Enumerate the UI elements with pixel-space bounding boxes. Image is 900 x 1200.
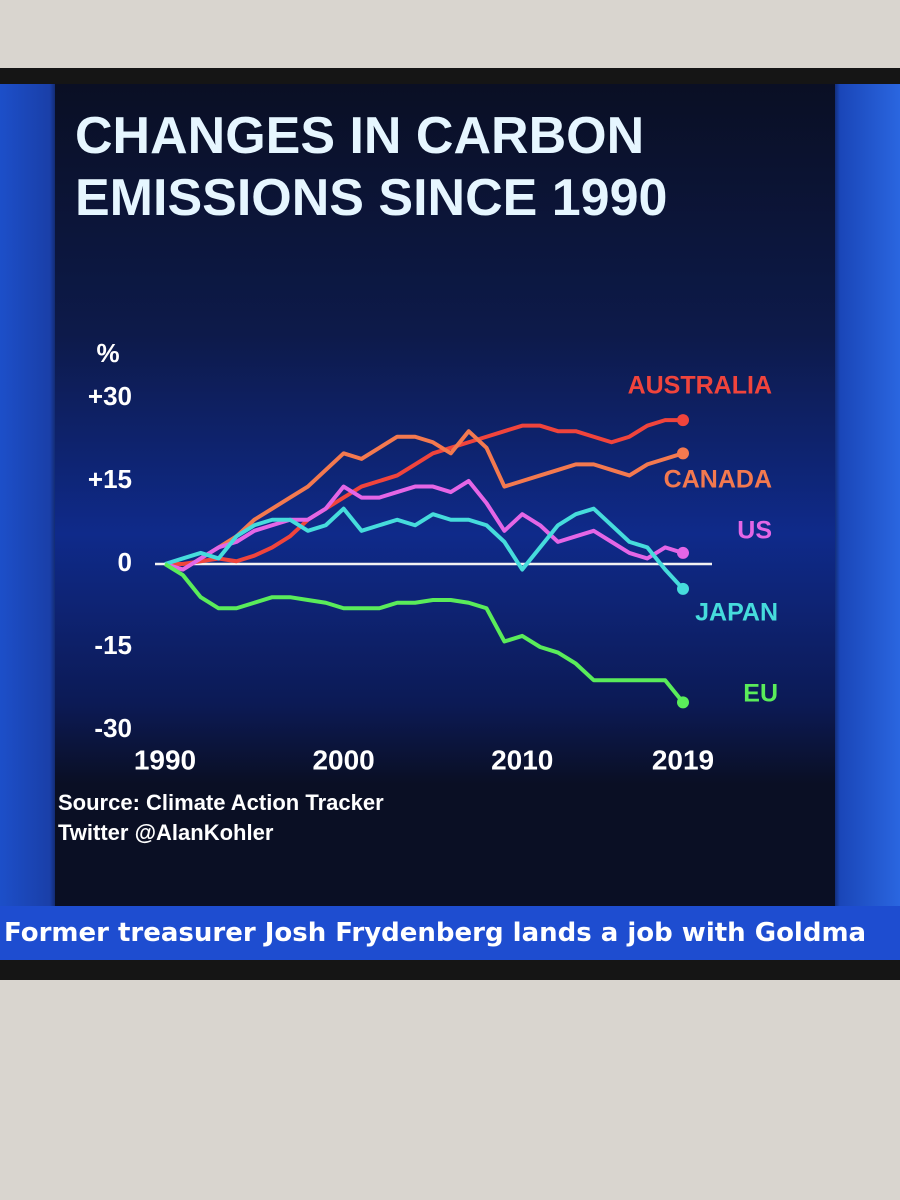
series-line bbox=[164, 429, 684, 572]
series-line bbox=[164, 479, 684, 572]
x-tick-label: 2010 bbox=[491, 744, 553, 775]
y-tick-label: 0 bbox=[118, 547, 132, 577]
screen: Former treasurer Josh Frydenberg lands a… bbox=[0, 84, 900, 960]
x-tick-label: 2000 bbox=[312, 744, 374, 775]
end-marker bbox=[677, 696, 689, 709]
news-ticker: Former treasurer Josh Frydenberg lands a… bbox=[0, 906, 900, 960]
y-axis-label: % bbox=[96, 338, 119, 368]
source: Source: Climate Action Tracker bbox=[58, 790, 384, 815]
series-line bbox=[165, 418, 683, 566]
end-marker bbox=[677, 414, 689, 427]
series-label: JAPAN bbox=[695, 599, 778, 627]
y-tick-label: -30 bbox=[94, 713, 132, 743]
chart-title: CHANGES IN CARBON EMISSIONS SINCE 1990 bbox=[75, 107, 668, 227]
series-line bbox=[164, 506, 685, 591]
series-label: AUSTRALIA bbox=[628, 372, 772, 400]
end-marker bbox=[677, 546, 689, 559]
y-tick-label: +15 bbox=[88, 464, 132, 494]
series-label: US bbox=[737, 517, 772, 545]
end-marker bbox=[677, 447, 689, 460]
series-line bbox=[163, 562, 685, 704]
chart-panel bbox=[55, 84, 835, 906]
credit: Twitter @AlanKohler bbox=[58, 820, 274, 845]
end-marker bbox=[677, 582, 689, 595]
x-tick-label: 1990 bbox=[134, 744, 196, 775]
series-label: EU bbox=[743, 680, 778, 708]
y-tick-label: -15 bbox=[94, 630, 132, 660]
series-label: CANADA bbox=[664, 466, 772, 494]
x-tick-label: 2019 bbox=[652, 744, 714, 775]
y-tick-label: +30 bbox=[88, 381, 132, 411]
